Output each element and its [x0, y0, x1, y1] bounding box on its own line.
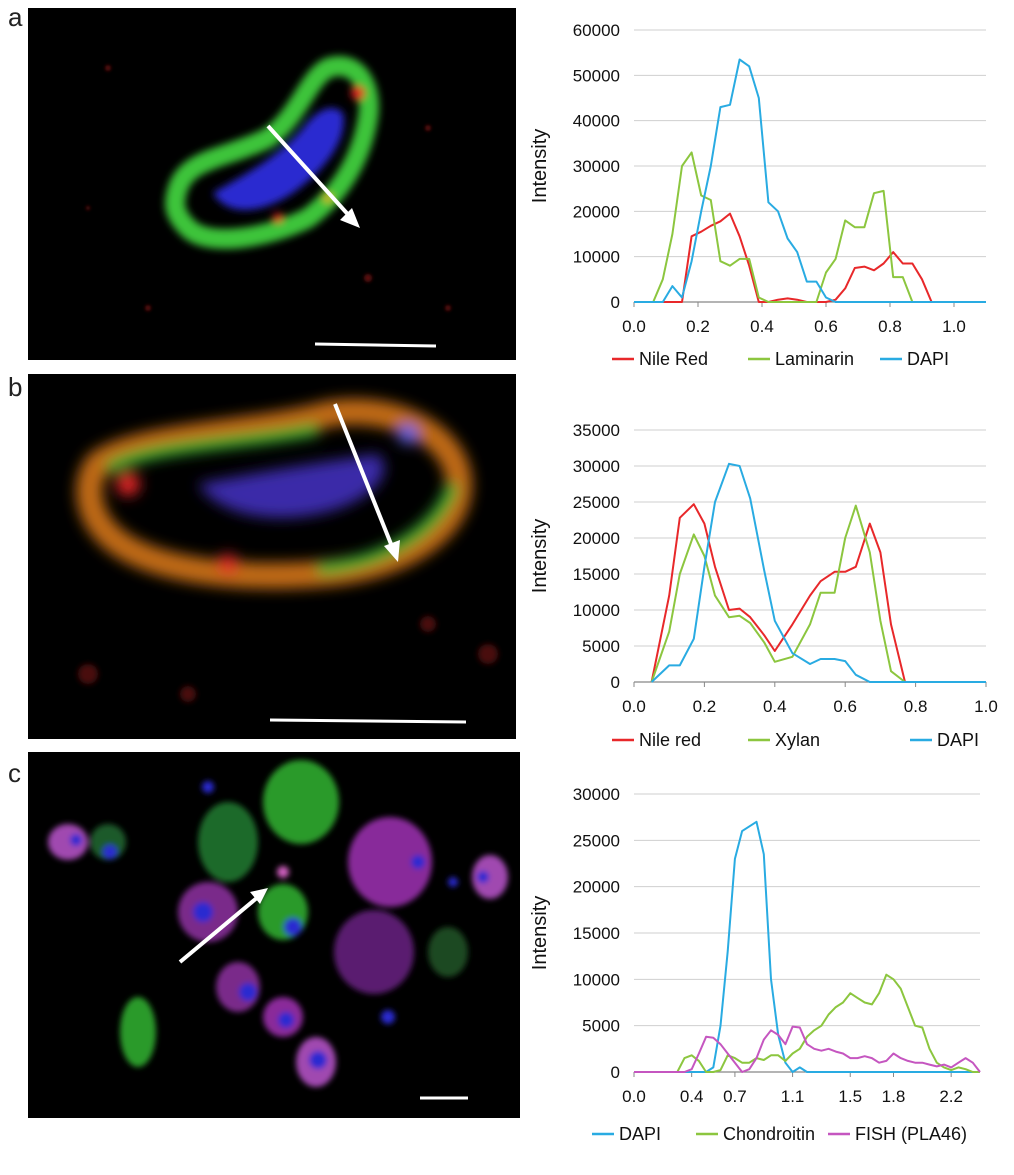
y-axis-label: Intensity [529, 896, 551, 970]
x-tick-label: 1.1 [781, 1087, 805, 1106]
x-tick-label: 0.0 [622, 697, 646, 716]
y-axis-label: Intensity [529, 129, 551, 203]
series-line-chondroitin [634, 973, 980, 1073]
series-line-dapi [634, 820, 980, 1073]
y-tick-label: 25000 [573, 831, 620, 850]
series-line-dapi [650, 462, 986, 683]
y-tick-label: 20000 [573, 878, 620, 897]
legend-label: Nile Red [639, 349, 708, 369]
x-tick-label: 2.2 [939, 1087, 963, 1106]
x-tick-label: 1.5 [838, 1087, 862, 1106]
series-line-dapi [634, 58, 986, 303]
x-tick-label: 0.4 [750, 317, 774, 336]
legend-label: Laminarin [775, 349, 854, 369]
y-axis-label: Intensity [529, 519, 551, 593]
legend-label: FISH (PLA46) [855, 1124, 967, 1144]
x-tick-label: 0.2 [686, 317, 710, 336]
y-tick-label: 30000 [573, 157, 620, 176]
y-tick-label: 35000 [573, 421, 620, 440]
microscopy-image-c [28, 752, 520, 1118]
legend-label: Xylan [775, 730, 820, 750]
x-tick-label: 0.7 [723, 1087, 747, 1106]
x-tick-label: 0.0 [622, 317, 646, 336]
y-tick-label: 60000 [573, 21, 620, 40]
legend-label: DAPI [937, 730, 979, 750]
series-line-nile-red [634, 212, 986, 303]
y-tick-label: 15000 [573, 565, 620, 584]
x-tick-label: 1.0 [942, 317, 966, 336]
panel-letter-c: c [8, 758, 21, 788]
series-line-fish-pla46- [634, 1025, 981, 1073]
x-tick-label: 0.4 [680, 1087, 704, 1106]
y-tick-label: 25000 [573, 493, 620, 512]
series-line-nile-red [650, 503, 986, 683]
y-tick-label: 5000 [582, 637, 620, 656]
x-tick-label: 1.0 [974, 697, 998, 716]
chart-a-svg: 0 10000 20000 30000 40000 50000 60000 0.0 0.2 0.4… [529, 21, 986, 369]
legend-label: Chondroitin [723, 1124, 815, 1144]
x-tick-label: 1.8 [882, 1087, 906, 1106]
x-tick-label: 0.6 [814, 317, 838, 336]
y-tick-label: 0 [611, 673, 620, 692]
x-tick-label: 0.2 [693, 697, 717, 716]
x-tick-label: 0.8 [904, 697, 928, 716]
microscopy-image-b [28, 374, 516, 739]
y-tick-label: 0 [611, 1063, 620, 1082]
chart-a: 0 10000 20000 30000 40000 50000 60000 0.0 0.2 0.4… [520, 15, 1014, 375]
microscopy-image-a [28, 8, 516, 360]
chart-b-svg: 0 5000 10000 15000 20000 25000 30000 35000 0.0 0.… [529, 421, 998, 750]
y-tick-label: 15000 [573, 924, 620, 943]
y-tick-label: 0 [611, 293, 620, 312]
chart-c-svg: 0 5000 10000 15000 20000 25000 30000 0.0 0.4 0.7 1… [529, 785, 981, 1144]
y-tick-label: 20000 [573, 529, 620, 548]
x-tick-label: 0.0 [622, 1087, 646, 1106]
y-tick-label: 5000 [582, 1017, 620, 1036]
y-tick-label: 50000 [573, 66, 620, 85]
y-tick-label: 30000 [573, 457, 620, 476]
legend-label: Nile red [639, 730, 701, 750]
y-tick-label: 10000 [573, 970, 620, 989]
legend-label: DAPI [907, 349, 949, 369]
x-tick-label: 0.8 [878, 317, 902, 336]
legend-label: DAPI [619, 1124, 661, 1144]
y-tick-label: 10000 [573, 248, 620, 267]
panel-letter-a: a [8, 2, 23, 32]
y-tick-label: 20000 [573, 202, 620, 221]
chart-c: 0 5000 10000 15000 20000 25000 30000 0.0 0.4 0.7 1… [520, 780, 1014, 1175]
panel-letter-b: b [8, 372, 23, 402]
x-tick-label: 0.6 [833, 697, 857, 716]
y-tick-label: 40000 [573, 112, 620, 131]
chart-b: 0 5000 10000 15000 20000 25000 30000 35000 0.0 0.… [520, 408, 1014, 758]
x-tick-label: 0.4 [763, 697, 787, 716]
series-line-xylan [650, 504, 986, 683]
y-tick-label: 10000 [573, 601, 620, 620]
y-tick-label: 30000 [573, 785, 620, 804]
